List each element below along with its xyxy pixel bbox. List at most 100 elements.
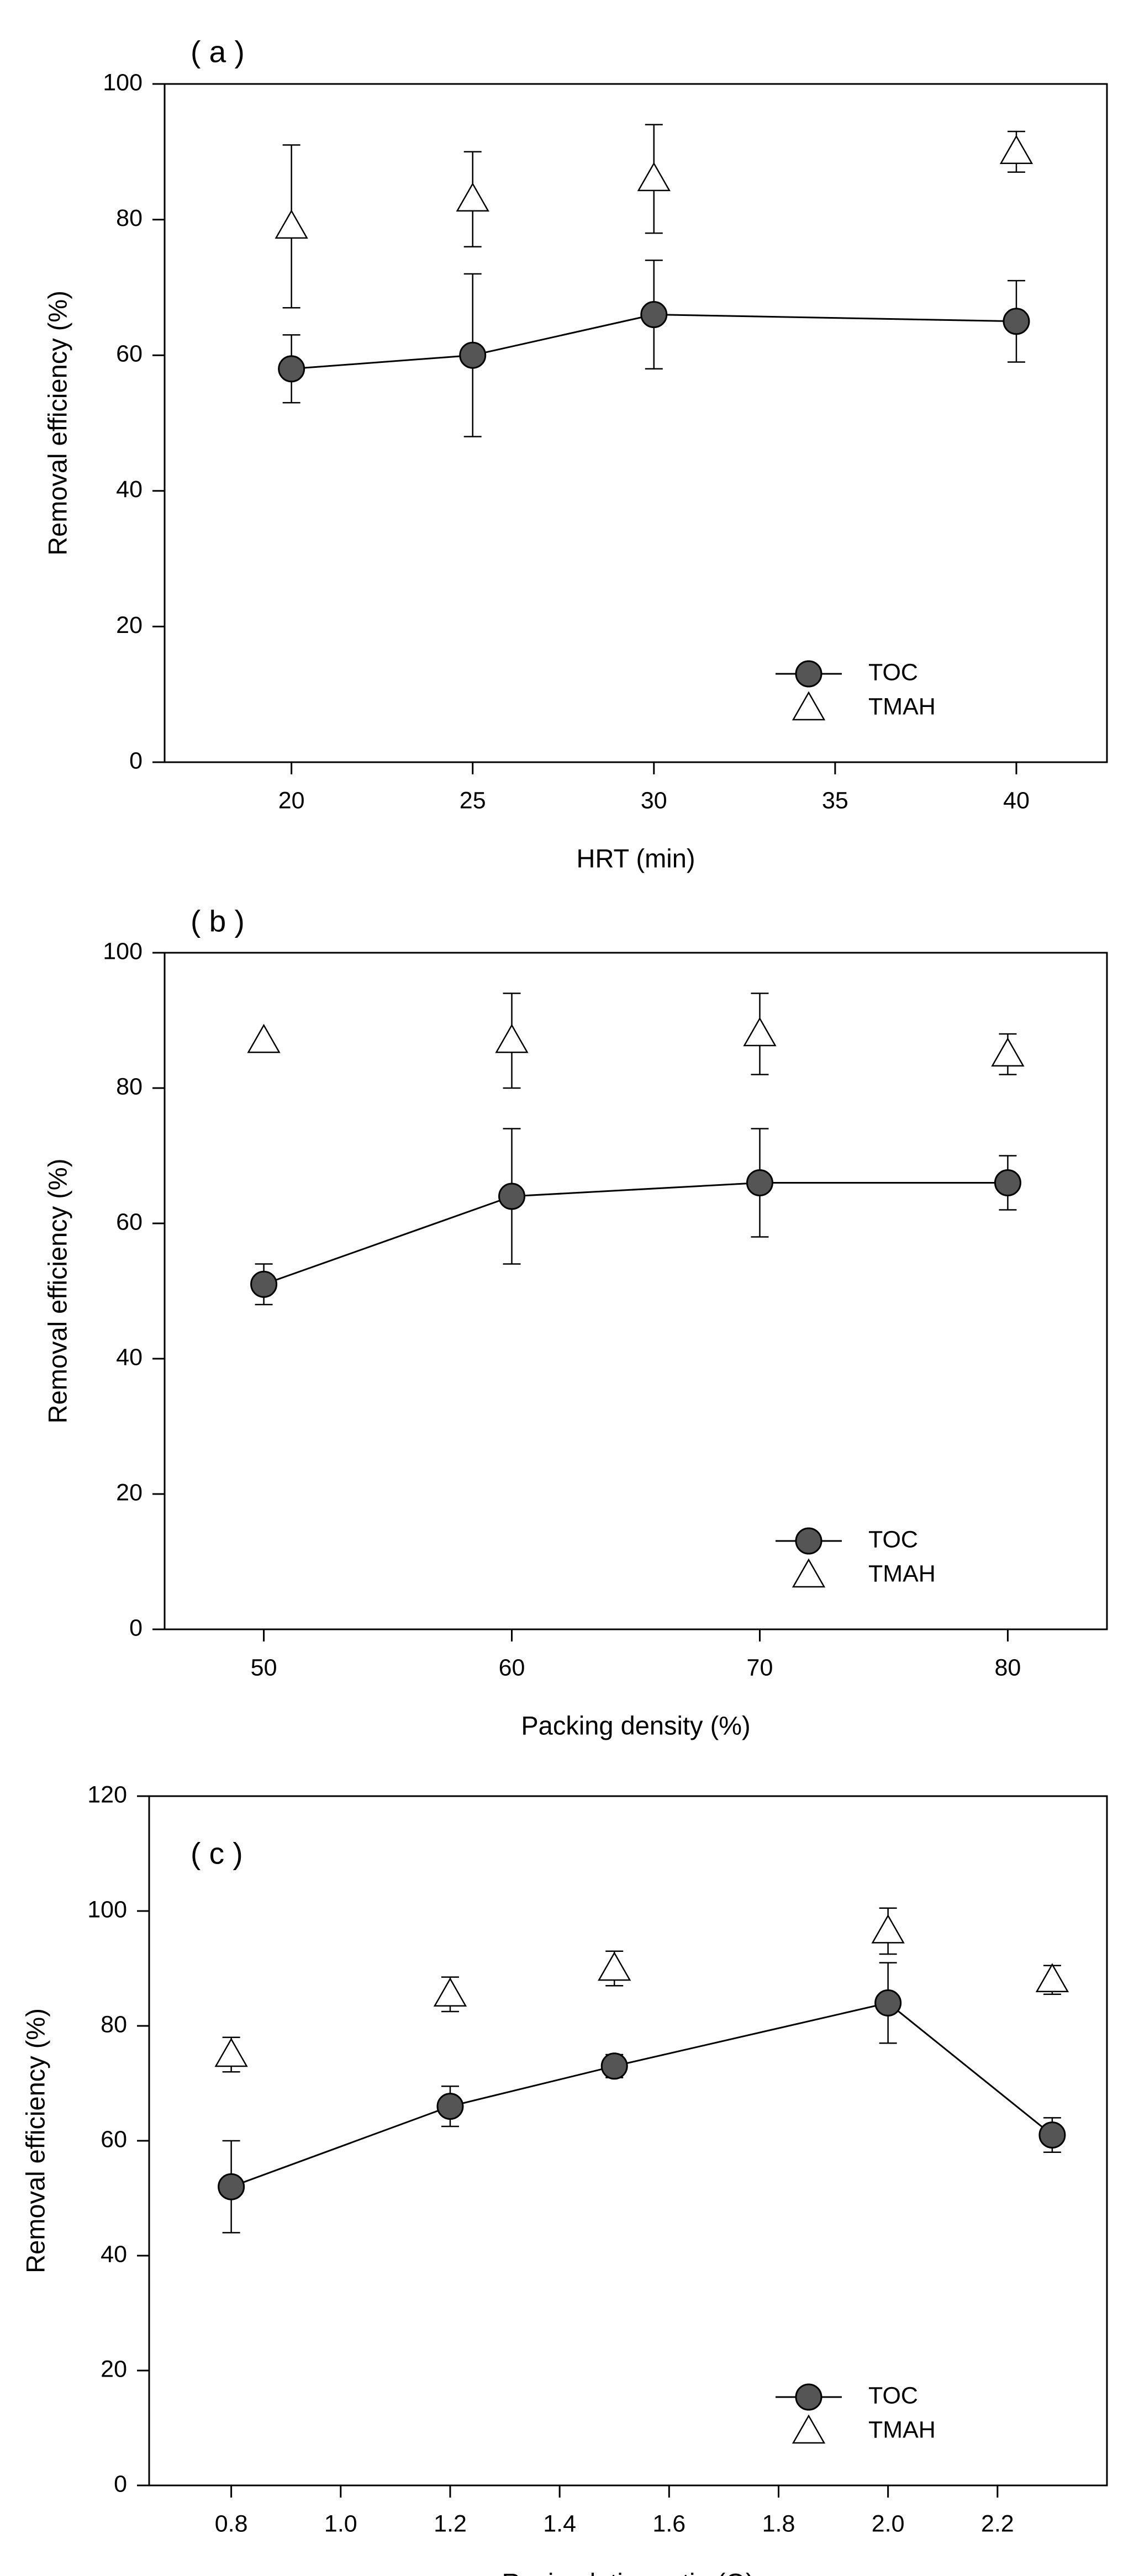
y-axis-label: Removal efficiency (%) xyxy=(20,2008,50,2273)
toc-line xyxy=(231,2002,1053,2188)
series-tmah xyxy=(275,124,1033,309)
toc-point xyxy=(250,1270,278,1298)
toc-point xyxy=(218,2173,245,2200)
toc-point xyxy=(498,1183,526,1210)
toc-point xyxy=(278,355,305,383)
legend-toc-marker xyxy=(795,1527,822,1555)
tmah-point xyxy=(495,1023,529,1053)
toc-point xyxy=(640,301,668,329)
legend-toc-marker xyxy=(795,660,822,688)
tmah-point xyxy=(637,162,671,192)
x-axis-label: Recirculation ratio (Q) xyxy=(502,2568,754,2576)
plot-frame xyxy=(164,83,1108,763)
x-tick-label: 0.8 xyxy=(215,2510,248,2537)
x-tick-label: 20 xyxy=(278,787,305,814)
x-tick-label: 60 xyxy=(499,1654,525,1681)
tmah-point xyxy=(1035,1963,1069,1993)
toc-point xyxy=(874,1989,902,2017)
x-tick-label: 1.0 xyxy=(324,2510,357,2537)
legend-tmah-label: TMAH xyxy=(868,693,936,720)
legend-toc-label: TOC xyxy=(868,1526,918,1553)
y-tick-label: 20 xyxy=(116,612,143,638)
y-tick-label: 80 xyxy=(116,205,143,231)
x-tick-label: 2.0 xyxy=(872,2510,905,2537)
y-tick-label: 100 xyxy=(103,69,143,96)
legend-toc-label: TOC xyxy=(868,2382,918,2409)
y-tick-label: 20 xyxy=(101,2356,127,2382)
x-tick-label: 1.6 xyxy=(652,2510,685,2537)
panel-label: ( b ) xyxy=(191,904,245,938)
y-tick-label: 0 xyxy=(114,2471,127,2497)
toc-point xyxy=(994,1169,1021,1196)
series-tmah xyxy=(214,1907,1069,2073)
y-tick-label: 20 xyxy=(116,1479,143,1506)
y-tick-label: 60 xyxy=(116,341,143,367)
plot-frame xyxy=(148,1795,1108,2487)
toc-point xyxy=(600,2052,628,2080)
x-tick-label: 1.2 xyxy=(434,2510,467,2537)
tmah-point xyxy=(275,209,308,239)
y-tick-label: 40 xyxy=(101,2241,127,2267)
tmah-point xyxy=(743,1017,777,1047)
legend-toc-label: TOC xyxy=(868,659,918,685)
toc-point xyxy=(1038,2121,1066,2149)
legend-tmah-marker xyxy=(792,1558,826,1588)
tmah-point xyxy=(433,1977,467,2007)
series-toc xyxy=(278,260,1030,437)
series-toc xyxy=(218,1962,1066,2234)
x-tick-label: 35 xyxy=(822,787,848,814)
y-tick-label: 100 xyxy=(87,1896,127,1923)
y-tick-label: 100 xyxy=(103,938,143,964)
series-tmah xyxy=(247,993,1025,1089)
x-tick-label: 2.2 xyxy=(981,2510,1014,2537)
tmah-point xyxy=(247,1023,281,1053)
tmah-point xyxy=(871,1914,905,1944)
y-tick-label: 120 xyxy=(87,1781,127,1808)
chart-panel-1: ( a ) 0 20 40 60 80 100 20 25 30 35 40 HRT (min) Remo… xyxy=(43,35,1108,873)
x-tick-label: 30 xyxy=(641,787,667,814)
y-tick-label: 0 xyxy=(129,1614,143,1641)
x-tick-label: 1.8 xyxy=(762,2510,795,2537)
legend: TOC TMAH xyxy=(776,2382,936,2444)
x-tick-label: 1.4 xyxy=(543,2510,576,2537)
x-axis-label: Packing density (%) xyxy=(521,1711,750,1740)
toc-point xyxy=(1003,308,1030,335)
y-tick-label: 40 xyxy=(116,476,143,503)
legend-tmah-label: TMAH xyxy=(868,1560,936,1587)
toc-point xyxy=(436,2093,464,2120)
legend: TOC TMAH xyxy=(776,659,936,721)
y-axis-label: Removal efficiency (%) xyxy=(43,1159,72,1424)
y-tick-label: 60 xyxy=(101,2126,127,2152)
series-toc xyxy=(250,1128,1021,1306)
tmah-point xyxy=(598,1951,631,1981)
legend-toc-marker xyxy=(795,2383,822,2411)
toc-line xyxy=(291,314,1016,370)
x-tick-label: 80 xyxy=(994,1654,1021,1681)
y-tick-label: 80 xyxy=(116,1073,143,1100)
x-axis-label: HRT (min) xyxy=(577,843,695,873)
tmah-point xyxy=(991,1037,1025,1067)
toc-point xyxy=(459,341,487,369)
chart-panel-3: ( c ) 0 20 40 60 80 100 120 0.8 1.0 1.2 1.4 1.6 1.8 2.… xyxy=(20,1781,1108,2576)
tmah-point xyxy=(214,2037,248,2067)
chart-panel-2: ( b ) 0 20 40 60 80 100 50 60 70 80 Packing density… xyxy=(43,904,1108,1740)
toc-line xyxy=(263,1182,1008,1285)
x-tick-label: 40 xyxy=(1003,787,1030,814)
legend-tmah-label: TMAH xyxy=(868,2416,936,2443)
legend-tmah-marker xyxy=(792,2414,826,2444)
panel-label: ( a ) xyxy=(191,35,245,69)
toc-point xyxy=(746,1169,773,1196)
x-tick-label: 50 xyxy=(251,1654,277,1681)
y-tick-label: 40 xyxy=(116,1344,143,1370)
x-tick-label: 25 xyxy=(460,787,486,814)
plot-frame xyxy=(164,952,1108,1630)
y-tick-label: 0 xyxy=(129,747,143,774)
tmah-point xyxy=(999,135,1033,165)
legend-tmah-marker xyxy=(792,691,826,721)
y-axis-label: Removal efficiency (%) xyxy=(43,291,72,556)
legend: TOC TMAH xyxy=(776,1526,936,1588)
panel-label: ( c ) xyxy=(191,1836,243,1871)
y-tick-label: 80 xyxy=(101,2011,127,2037)
x-tick-label: 70 xyxy=(747,1654,773,1681)
